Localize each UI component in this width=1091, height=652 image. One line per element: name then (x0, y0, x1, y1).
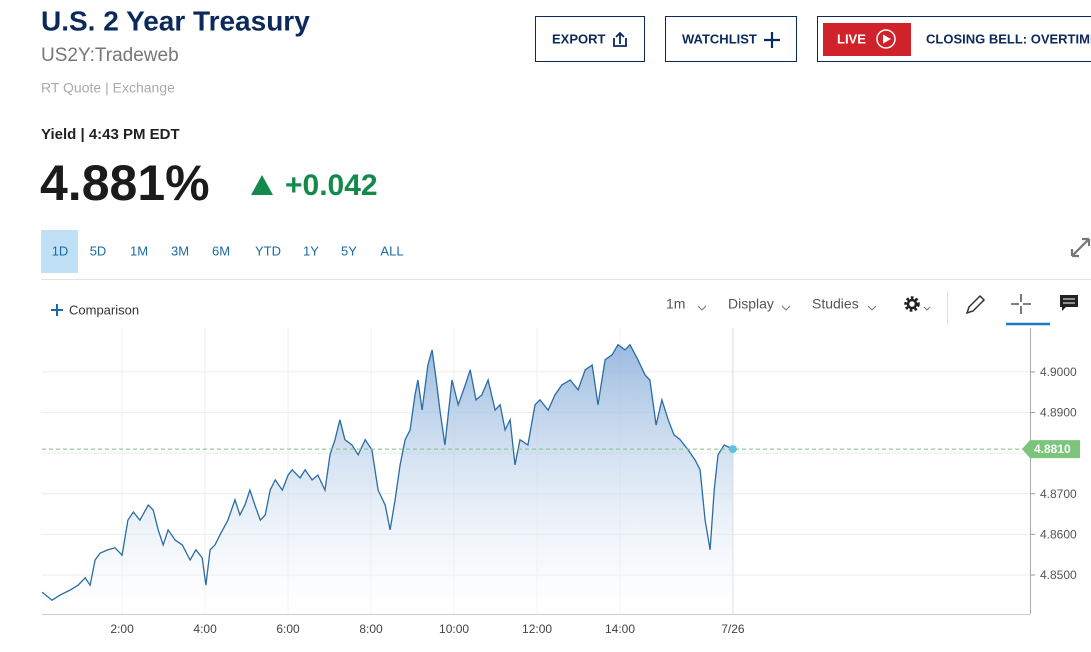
y-tick-label: 4.8600 (1040, 528, 1077, 542)
live-label: LIVE (837, 31, 866, 46)
range-tabs: 1D 5D 1M 3M 6M YTD 1Y 5Y ALL (41, 230, 404, 273)
closing-bell-label: CLOSING BELL: OVERTIME (926, 31, 1091, 46)
range-tab[interactable]: 6M (212, 243, 230, 258)
y-tick-label: 4.8700 (1040, 487, 1077, 501)
live-button[interactable]: LIVE CLOSING BELL: OVERTIME (817, 16, 1091, 62)
export-button[interactable]: EXPORT (535, 16, 645, 62)
x-tick-label: 4:00 (193, 622, 217, 636)
range-tab[interactable]: 1M (130, 243, 148, 258)
settings-icon[interactable] (904, 296, 931, 312)
x-tick-label: 12:00 (522, 622, 552, 636)
add-comparison-icon[interactable] (51, 304, 63, 316)
range-tab[interactable]: YTD (255, 243, 281, 258)
quote-source: RT Quote | Exchange (41, 80, 175, 96)
reference-badge (1022, 440, 1080, 459)
y-tick-label: 4.8900 (1040, 406, 1077, 420)
draw-icon[interactable] (965, 294, 986, 315)
chevron (781, 305, 791, 311)
change: +0.042 (285, 169, 378, 202)
range-tab[interactable]: 1D (52, 243, 69, 258)
up-arrow (251, 175, 273, 195)
export-icon (613, 31, 627, 47)
area (42, 344, 733, 614)
display-menu[interactable]: Display (728, 296, 774, 312)
x-tick-label: 2:00 (110, 622, 134, 636)
line (41, 343, 734, 601)
range-tab[interactable]: 3M (171, 243, 189, 258)
comparison[interactable]: Comparison (69, 302, 139, 317)
x-tick-label: 14:00 (605, 622, 635, 636)
symbol: US2Y:Tradeweb (41, 45, 179, 66)
studies-menu[interactable]: Studies (812, 296, 859, 312)
reference-label: 4.8810 (1034, 442, 1071, 456)
interval[interactable]: 1m (666, 296, 685, 312)
chevron (923, 306, 931, 311)
x-tick-label: 7/26 (721, 622, 745, 636)
crosshair-icon[interactable] (1011, 294, 1031, 314)
yield-label: Yield | 4:43 PM EDT (41, 126, 180, 143)
x-tick-label: 10:00 (439, 622, 469, 636)
gear-body (906, 298, 918, 310)
x-tick-label: 6:00 (276, 622, 300, 636)
y-tick-label: 4.8500 (1040, 568, 1077, 582)
active-tab-bg (41, 230, 78, 273)
plus-icon (764, 32, 780, 48)
watchlist-button[interactable]: WATCHLIST (665, 16, 797, 62)
last-point (728, 445, 737, 454)
range-tab[interactable]: 5Y (341, 243, 357, 258)
gear-teeth (904, 296, 920, 312)
y-tick-label: 4.9000 (1040, 365, 1077, 379)
chart: 4.85004.86004.87004.88004.89004.90002:00… (41, 328, 1080, 636)
button-label: EXPORT (552, 31, 606, 46)
title: U.S. 2 Year Treasury (41, 5, 310, 36)
range-tab[interactable]: 1Y (303, 243, 319, 258)
range-tab[interactable]: ALL (380, 243, 403, 258)
chevron (697, 305, 707, 311)
range-tab[interactable]: 5D (90, 243, 107, 258)
live-badge (823, 23, 911, 56)
chevron (867, 305, 877, 311)
price: 4.881% (40, 155, 210, 211)
expand-icon[interactable] (1070, 237, 1091, 258)
button-label: WATCHLIST (682, 31, 757, 46)
comment-lines (1063, 298, 1075, 304)
play-triangle (883, 34, 891, 44)
x-tick-label: 8:00 (359, 622, 383, 636)
play-icon (876, 29, 896, 49)
